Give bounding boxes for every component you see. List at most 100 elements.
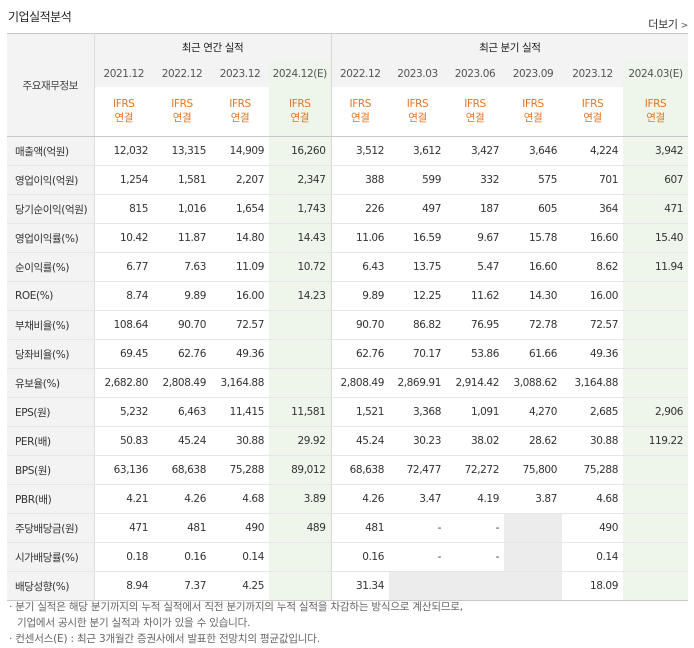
ifrs-consolidated-label: 연결 bbox=[230, 112, 250, 125]
table-cell: 607 bbox=[623, 165, 689, 195]
table-row: 당기순이익(억원) 815 1,016 1,654 1,743 226 497 187 605 3… bbox=[7, 194, 689, 224]
table-cell bbox=[269, 571, 331, 601]
footnote-1: · 분기 실적은 해당 분기까지의 누적 실적에서 직전 분기까지의 누적 실적… bbox=[9, 601, 463, 613]
table-cell: 8.74 bbox=[94, 281, 153, 311]
table-cell: 12.25 bbox=[389, 281, 446, 311]
table-cell: 72,477 bbox=[389, 455, 446, 485]
column-ifrs: IFRS 연결 bbox=[211, 86, 269, 137]
table-cell bbox=[623, 542, 689, 572]
table-row: ROE(%) 8.74 9.89 16.00 14.23 9.89 12.25 11.62 14… bbox=[7, 281, 689, 311]
ifrs-consolidated-label: 연결 bbox=[465, 112, 485, 125]
table-cell bbox=[269, 310, 331, 340]
column-date: 2022.12 bbox=[153, 60, 211, 87]
row-label: 배당성향(%) bbox=[7, 571, 95, 601]
row-label: 순이익률(%) bbox=[7, 252, 95, 282]
footnotes: · 분기 실적은 해당 분기까지의 누적 실적에서 직전 분기까지의 누적 실적… bbox=[9, 599, 463, 647]
table-cell: 50.83 bbox=[94, 426, 153, 456]
table-cell: 701 bbox=[562, 165, 623, 195]
table-cell: - bbox=[446, 542, 504, 572]
row-label: 주당배당금(원) bbox=[7, 513, 95, 543]
table-cell: 5.47 bbox=[446, 252, 504, 282]
table-cell: 489 bbox=[269, 513, 331, 543]
column-date: 2024.12(E) bbox=[269, 60, 331, 87]
table-cell: 62.76 bbox=[330, 339, 389, 369]
table-cell: 4.26 bbox=[330, 484, 389, 514]
table-cell: 15.78 bbox=[504, 223, 562, 253]
ifrs-consolidated-label: 연결 bbox=[408, 112, 427, 125]
column-ifrs: IFRS 연결 bbox=[389, 86, 446, 137]
table-cell: 63,136 bbox=[94, 455, 153, 485]
column-ifrs: IFRS 연결 bbox=[94, 86, 153, 137]
table-cell: 11.09 bbox=[211, 252, 269, 282]
table-cell: 226 bbox=[330, 194, 389, 224]
row-label: 영업이익률(%) bbox=[7, 223, 95, 253]
table-cell bbox=[623, 513, 689, 543]
table-cell: 2,869.91 bbox=[389, 368, 446, 398]
table-cell: 0.16 bbox=[153, 542, 211, 572]
table-cell: 3,164.88 bbox=[562, 368, 623, 398]
table-cell: 4.68 bbox=[562, 484, 623, 514]
table-cell: 2,906 bbox=[623, 397, 689, 427]
table-cell bbox=[504, 571, 562, 601]
table-cell bbox=[504, 513, 562, 543]
table-cell: 75,288 bbox=[562, 455, 623, 485]
table-cell: 4.68 bbox=[211, 484, 269, 514]
table-cell: 11.87 bbox=[153, 223, 211, 253]
table-cell: 75,288 bbox=[211, 455, 269, 485]
table-cell: 11,415 bbox=[211, 397, 269, 427]
table-cell: 30.23 bbox=[389, 426, 446, 456]
table-cell: 2,808.49 bbox=[330, 368, 389, 398]
table-cell: 481 bbox=[330, 513, 389, 543]
table-cell: 481 bbox=[153, 513, 211, 543]
more-link[interactable]: 더보기 > bbox=[648, 16, 688, 32]
table-row: 주당배당금(원) 471 481 490 489 481- -490 bbox=[7, 513, 689, 543]
column-ifrs: IFRS 연결 bbox=[330, 86, 389, 137]
table-cell: 5,232 bbox=[94, 397, 153, 427]
table-cell: - bbox=[446, 513, 504, 543]
row-label: BPS(원) bbox=[7, 455, 95, 485]
table-cell: 62.76 bbox=[153, 339, 211, 369]
table-cell: 38.02 bbox=[446, 426, 504, 456]
table-cell: 4.26 bbox=[153, 484, 211, 514]
table-cell bbox=[623, 484, 689, 514]
table-cell bbox=[623, 455, 689, 485]
table-cell bbox=[623, 571, 689, 601]
table-cell: 0.18 bbox=[94, 542, 153, 572]
table-cell: 7.63 bbox=[153, 252, 211, 282]
table-cell: 3,427 bbox=[446, 136, 504, 166]
table-cell: 575 bbox=[504, 165, 562, 195]
table-cell: 9.89 bbox=[330, 281, 389, 311]
table-cell: 29.92 bbox=[269, 426, 331, 456]
table-cell: 89,012 bbox=[269, 455, 331, 485]
table-cell: 14.30 bbox=[504, 281, 562, 311]
column-date: 2024.03(E) bbox=[623, 60, 689, 87]
table-cell: 10.42 bbox=[94, 223, 153, 253]
ifrs-label: IFRS bbox=[644, 98, 667, 111]
table-cell: 1,743 bbox=[269, 194, 331, 224]
ifrs-label: IFRS bbox=[289, 98, 311, 111]
table-cell: 7.37 bbox=[153, 571, 211, 601]
table-cell: 3,942 bbox=[623, 136, 689, 166]
table-cell: 471 bbox=[94, 513, 153, 543]
table-cell bbox=[623, 339, 689, 369]
table-row: 순이익률(%) 6.77 7.63 11.09 10.72 6.43 13.75 5.47 16… bbox=[7, 252, 689, 282]
table-cell: 332 bbox=[446, 165, 504, 195]
table-cell: 4,270 bbox=[504, 397, 562, 427]
ifrs-consolidated-label: 연결 bbox=[350, 112, 370, 125]
table-cell: 72.57 bbox=[562, 310, 623, 340]
table-cell: 2,914.42 bbox=[446, 368, 504, 398]
column-ifrs: IFRS 연결 bbox=[623, 86, 689, 137]
table-cell: 9.89 bbox=[153, 281, 211, 311]
table-cell: 497 bbox=[389, 194, 446, 224]
table-cell: 31.34 bbox=[330, 571, 389, 601]
table-cell: 49.36 bbox=[562, 339, 623, 369]
table-cell bbox=[269, 368, 331, 398]
ifrs-label: IFRS bbox=[113, 98, 135, 111]
table-cell: 3.47 bbox=[389, 484, 446, 514]
table-cell: 1,091 bbox=[446, 397, 504, 427]
table-cell: 76.95 bbox=[446, 310, 504, 340]
row-label: 부채비율(%) bbox=[7, 310, 95, 340]
table-row: 배당성향(%) 8.94 7.37 4.25 31.34 18.09 bbox=[7, 571, 689, 601]
column-ifrs: IFRS 연결 bbox=[153, 86, 211, 137]
table-cell: 86.82 bbox=[389, 310, 446, 340]
